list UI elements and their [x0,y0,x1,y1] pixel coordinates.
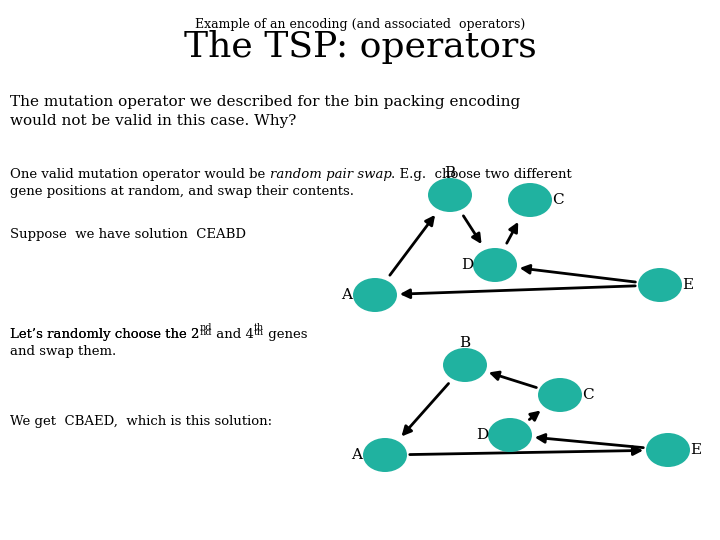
Text: random pair swap: random pair swap [269,168,392,181]
Text: We get  CBAED,  which is this solution:: We get CBAED, which is this solution: [10,415,272,428]
Text: B: B [459,336,471,350]
Ellipse shape [508,183,552,217]
Text: A: A [341,288,353,302]
Ellipse shape [428,178,472,212]
Text: th: th [253,323,264,332]
Ellipse shape [443,348,487,382]
Ellipse shape [538,378,582,412]
Text: The TSP: operators: The TSP: operators [184,30,536,64]
Text: Let’s randomly choose the 2: Let’s randomly choose the 2 [10,328,199,341]
Text: gene positions at random, and swap their contents.: gene positions at random, and swap their… [10,185,354,198]
Text: E: E [683,278,693,292]
Ellipse shape [638,268,682,302]
Text: nd: nd [199,323,212,332]
Text: and swap them.: and swap them. [10,345,116,358]
Text: One valid mutation operator would be: One valid mutation operator would be [10,168,269,181]
Text: E: E [690,443,701,457]
Text: D: D [476,428,488,442]
Text: B: B [444,166,456,180]
Text: The mutation operator we described for the bin packing encoding
would not be val: The mutation operator we described for t… [10,95,521,129]
Ellipse shape [473,248,517,282]
Text: Suppose  we have solution  CEABD: Suppose we have solution CEABD [10,228,246,241]
Text: Let’s randomly choose the 2: Let’s randomly choose the 2 [10,328,199,341]
Text: D: D [461,258,473,272]
Text: C: C [552,193,564,207]
Ellipse shape [488,418,532,452]
Text: genes: genes [264,328,307,341]
Text: th: th [253,328,264,337]
Text: Example of an encoding (and associated  operators): Example of an encoding (and associated o… [195,18,525,31]
Text: C: C [582,388,594,402]
Text: nd: nd [199,328,212,337]
Text: A: A [351,448,362,462]
Ellipse shape [353,278,397,312]
Text: and 4: and 4 [212,328,253,341]
Ellipse shape [646,433,690,467]
Text: . E.g.  choose two different: . E.g. choose two different [392,168,572,181]
Ellipse shape [363,438,407,472]
